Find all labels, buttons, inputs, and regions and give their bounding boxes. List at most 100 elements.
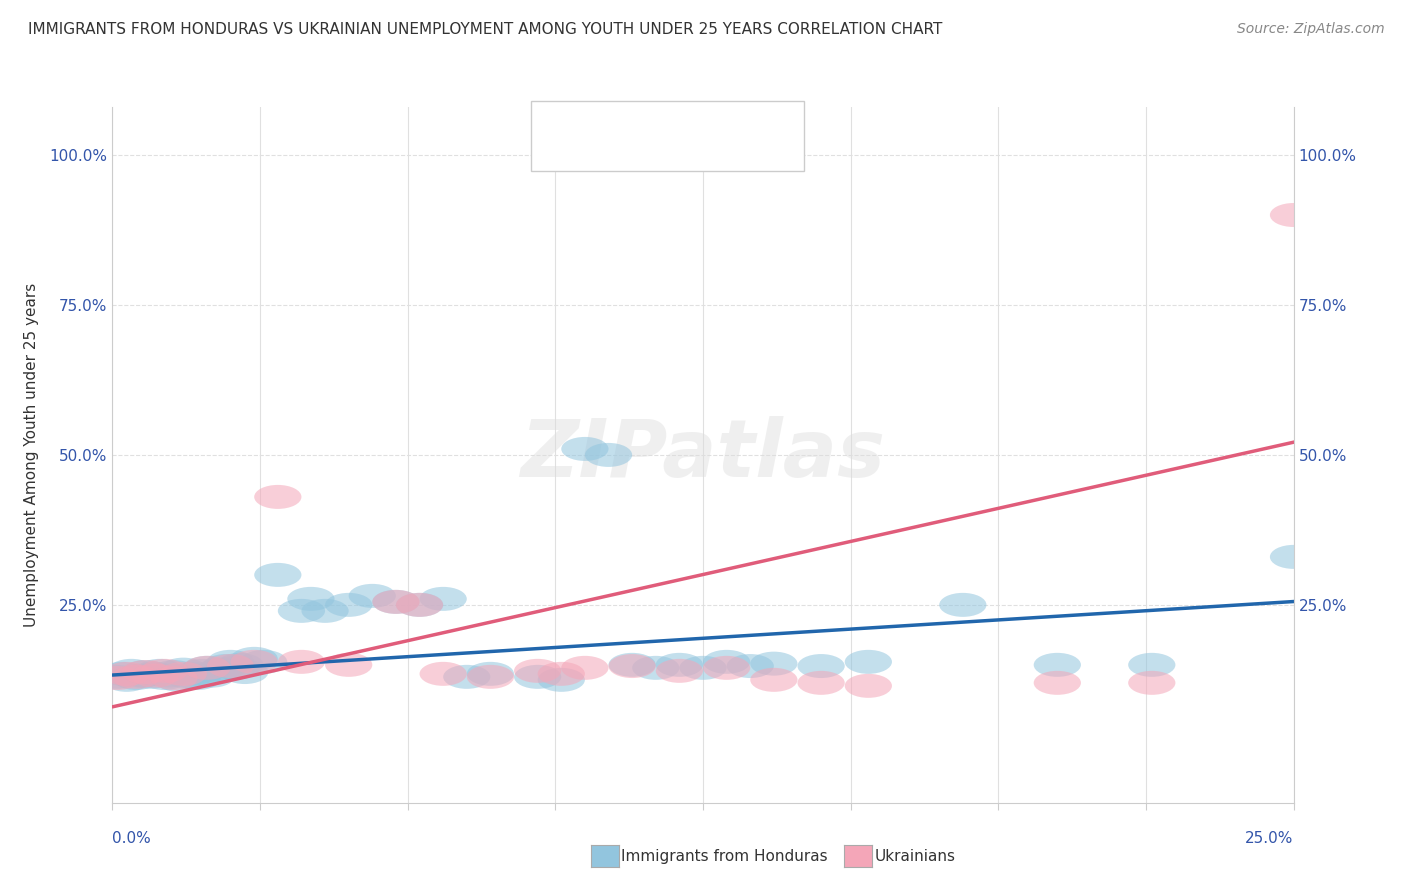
Ellipse shape	[94, 666, 141, 690]
Ellipse shape	[254, 485, 301, 509]
Ellipse shape	[188, 664, 235, 688]
Ellipse shape	[98, 662, 146, 686]
Ellipse shape	[797, 671, 845, 695]
Ellipse shape	[254, 563, 301, 587]
Ellipse shape	[150, 666, 197, 690]
Ellipse shape	[1033, 653, 1081, 677]
Text: Source: ZipAtlas.com: Source: ZipAtlas.com	[1237, 22, 1385, 37]
Ellipse shape	[103, 662, 150, 686]
Ellipse shape	[169, 662, 217, 686]
Ellipse shape	[561, 656, 609, 680]
Ellipse shape	[443, 665, 491, 689]
Ellipse shape	[1033, 671, 1081, 695]
Ellipse shape	[751, 668, 797, 692]
Text: N =: N =	[669, 113, 721, 131]
Text: Immigrants from Honduras: Immigrants from Honduras	[621, 849, 828, 863]
Ellipse shape	[278, 650, 325, 673]
Ellipse shape	[108, 659, 155, 683]
Ellipse shape	[174, 666, 221, 690]
Ellipse shape	[231, 650, 278, 673]
Ellipse shape	[160, 662, 207, 686]
Ellipse shape	[325, 593, 373, 617]
Ellipse shape	[679, 656, 727, 680]
Ellipse shape	[179, 659, 226, 683]
Ellipse shape	[150, 660, 197, 684]
Ellipse shape	[103, 668, 150, 692]
Ellipse shape	[141, 666, 188, 690]
Y-axis label: Unemployment Among Youth under 25 years: Unemployment Among Youth under 25 years	[24, 283, 38, 627]
Ellipse shape	[325, 653, 373, 677]
Ellipse shape	[240, 650, 287, 673]
Ellipse shape	[845, 650, 891, 673]
Ellipse shape	[183, 656, 231, 680]
Ellipse shape	[231, 647, 278, 671]
Ellipse shape	[122, 660, 169, 684]
Ellipse shape	[585, 443, 633, 467]
Text: Ukrainians: Ukrainians	[875, 849, 956, 863]
Ellipse shape	[419, 587, 467, 611]
Ellipse shape	[633, 656, 679, 680]
Text: ZIPatlas: ZIPatlas	[520, 416, 886, 494]
Text: 57: 57	[711, 113, 737, 131]
Ellipse shape	[112, 666, 160, 690]
Text: 0.434: 0.434	[623, 143, 679, 161]
Text: IMMIGRANTS FROM HONDURAS VS UKRAINIAN UNEMPLOYMENT AMONG YOUTH UNDER 25 YEARS CO: IMMIGRANTS FROM HONDURAS VS UKRAINIAN UN…	[28, 22, 942, 37]
Ellipse shape	[122, 660, 169, 684]
Ellipse shape	[202, 654, 249, 678]
Ellipse shape	[207, 654, 254, 678]
Ellipse shape	[141, 659, 188, 683]
Ellipse shape	[183, 656, 231, 680]
Ellipse shape	[655, 659, 703, 683]
Ellipse shape	[117, 664, 165, 688]
Ellipse shape	[136, 659, 183, 683]
Ellipse shape	[197, 657, 245, 681]
Ellipse shape	[655, 653, 703, 677]
Ellipse shape	[131, 664, 179, 688]
Ellipse shape	[939, 593, 987, 617]
Ellipse shape	[396, 593, 443, 617]
Ellipse shape	[349, 584, 396, 607]
Ellipse shape	[373, 590, 419, 614]
Ellipse shape	[160, 657, 207, 681]
Ellipse shape	[396, 593, 443, 617]
Ellipse shape	[727, 654, 773, 678]
Ellipse shape	[1270, 203, 1317, 227]
Ellipse shape	[537, 668, 585, 692]
Ellipse shape	[609, 654, 655, 678]
Ellipse shape	[193, 660, 240, 684]
Ellipse shape	[1128, 671, 1175, 695]
Text: 0.0%: 0.0%	[112, 831, 152, 846]
Ellipse shape	[609, 653, 655, 677]
Ellipse shape	[373, 590, 419, 614]
Ellipse shape	[207, 650, 254, 673]
Text: 30: 30	[711, 143, 737, 161]
Ellipse shape	[1128, 653, 1175, 677]
Ellipse shape	[165, 665, 212, 689]
Ellipse shape	[112, 665, 160, 689]
Ellipse shape	[703, 656, 751, 680]
Ellipse shape	[467, 662, 515, 686]
Ellipse shape	[467, 665, 515, 689]
Ellipse shape	[561, 437, 609, 461]
Ellipse shape	[797, 654, 845, 678]
Text: N =: N =	[669, 143, 721, 161]
Ellipse shape	[845, 673, 891, 698]
Ellipse shape	[155, 668, 202, 692]
Text: 25.0%: 25.0%	[1246, 831, 1294, 846]
Ellipse shape	[221, 660, 269, 684]
Text: R =: R =	[588, 143, 627, 161]
Ellipse shape	[751, 652, 797, 675]
Ellipse shape	[212, 656, 259, 680]
Ellipse shape	[419, 662, 467, 686]
Ellipse shape	[127, 665, 174, 689]
Ellipse shape	[94, 665, 141, 689]
Text: 0.351: 0.351	[623, 113, 679, 131]
Ellipse shape	[515, 659, 561, 683]
Text: R =: R =	[588, 113, 627, 131]
Ellipse shape	[537, 662, 585, 686]
Ellipse shape	[1270, 545, 1317, 569]
Ellipse shape	[515, 665, 561, 689]
Ellipse shape	[217, 653, 264, 677]
Ellipse shape	[278, 599, 325, 623]
Ellipse shape	[301, 599, 349, 623]
